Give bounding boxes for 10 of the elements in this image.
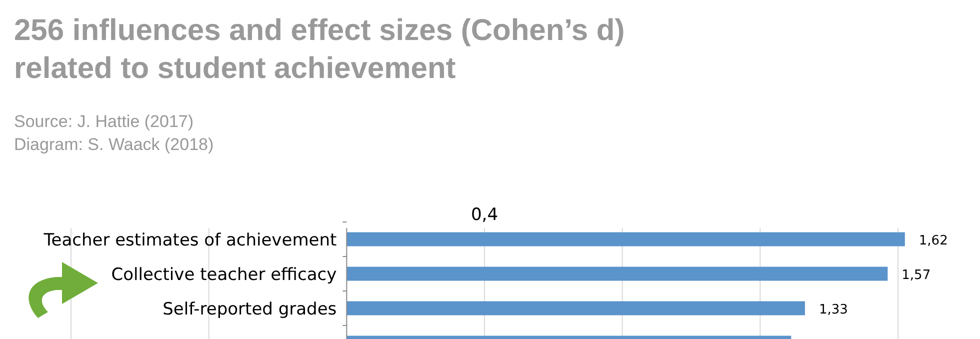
chart-title: 256 influences and effect sizes (Cohen’s d) related to student achievement <box>14 14 625 85</box>
data-label: 1,57 <box>902 268 931 283</box>
source-note: Source: J. Hattie (2017) <box>14 112 194 131</box>
y-tick-label: Teacher estimates of achievement <box>42 230 337 250</box>
y-tick-label: Collective teacher efficacy <box>111 264 337 285</box>
data-label: 1,33 <box>818 302 848 318</box>
ref-line-label: 0,4 <box>470 205 498 225</box>
y-tick-label: Self-reported grades <box>162 299 337 320</box>
data-label: 1,62 <box>918 233 948 248</box>
text: Diagram: S. Waack (2018) <box>14 135 214 154</box>
